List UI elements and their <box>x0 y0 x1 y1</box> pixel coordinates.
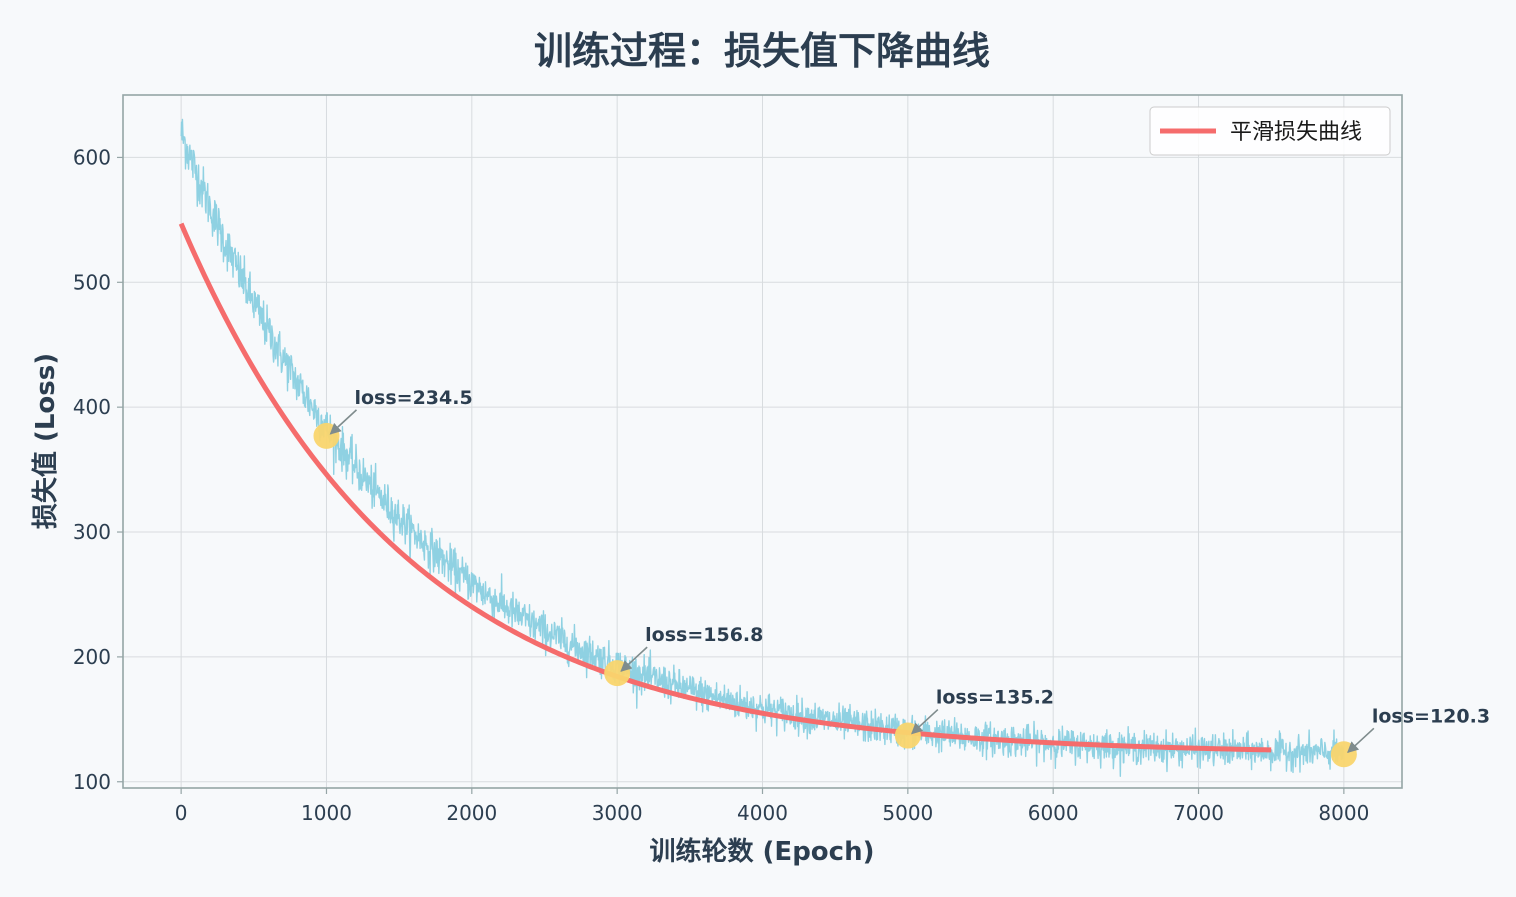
y-tick-label: 300 <box>73 520 111 544</box>
annotation-label: loss=135.2 <box>936 687 1054 709</box>
highlight-point <box>894 722 921 749</box>
y-tick-label: 500 <box>73 270 111 294</box>
x-axis-label: 训练轮数 (Epoch) <box>650 836 875 867</box>
x-tick-label: 5000 <box>882 801 933 825</box>
annotation-label: loss=234.5 <box>354 387 472 409</box>
x-tick-label: 3000 <box>592 801 643 825</box>
y-tick-label: 600 <box>73 145 111 169</box>
y-tick-label: 200 <box>73 645 111 669</box>
legend: 平滑损失曲线 <box>1149 106 1391 156</box>
legend-label: 平滑损失曲线 <box>1230 120 1362 145</box>
annotation-arrow <box>911 708 939 735</box>
legend-box <box>1149 106 1391 156</box>
highlight-point <box>313 422 340 449</box>
plot-area: loss=234.5 loss=156.8 loss=135.2 loss=120.3… <box>73 94 1490 825</box>
annotation-label: loss=120.3 <box>1372 705 1490 727</box>
smoothed-loss-line <box>178 222 1272 753</box>
x-tick-label: 7000 <box>1173 801 1224 825</box>
chart-title: 训练过程：损失值下降曲线 <box>534 29 990 73</box>
x-tick-label: 2000 <box>446 801 497 825</box>
y-tick-label: 100 <box>73 770 111 794</box>
highlight-point <box>604 660 631 687</box>
series-group <box>178 118 1345 777</box>
x-tick-label: 1000 <box>301 801 352 825</box>
x-tick-label: 6000 <box>1028 801 1079 825</box>
y-axis-label: 损失值 (Loss) <box>31 353 61 529</box>
x-tick-label: 0 <box>175 801 188 825</box>
annotation-label: loss=156.8 <box>645 624 763 646</box>
x-tick-label: 8000 <box>1318 801 1369 825</box>
highlight-point <box>1330 741 1357 768</box>
annotation-arrow <box>329 409 358 435</box>
y-tick-label: 400 <box>73 395 111 419</box>
annotation-arrow <box>620 646 648 672</box>
annotation-arrow <box>1347 727 1375 754</box>
x-tick-label: 4000 <box>737 801 788 825</box>
